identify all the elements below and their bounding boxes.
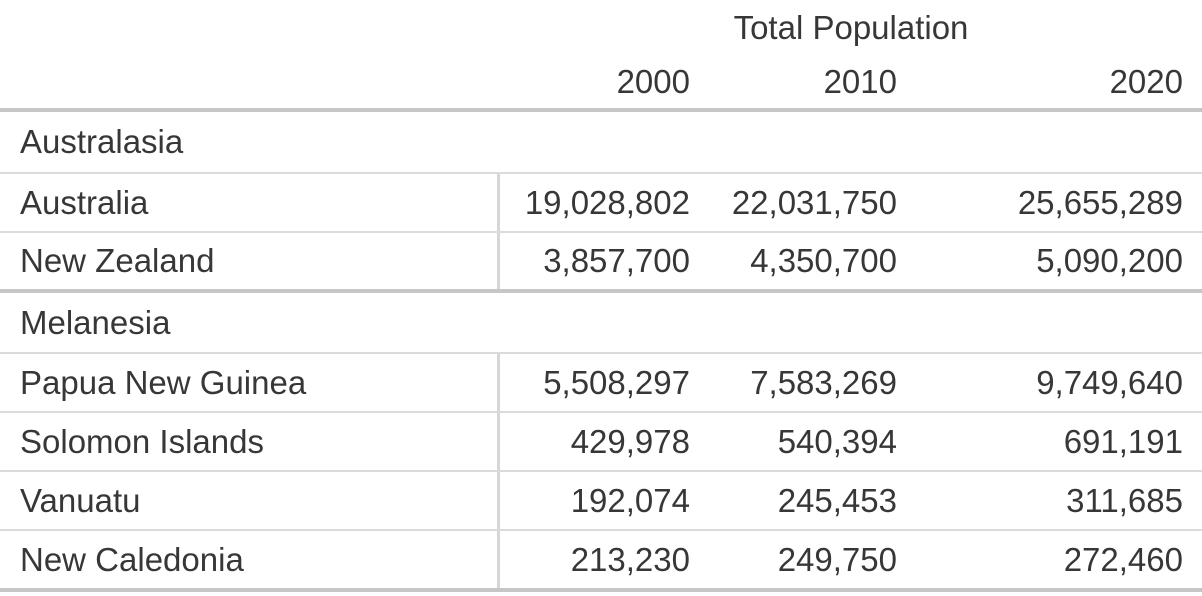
value-2020: 311,685: [1066, 481, 1183, 519]
column-header-2010: 2010: [823, 63, 897, 100]
value-2020: 9,749,640: [1036, 363, 1183, 401]
group-row-australasia: Australasia: [0, 108, 1202, 172]
table-row-new-caledonia: New Caledonia 213,230 249,750 272,460: [0, 529, 1202, 592]
value-2000: 429,978: [570, 422, 690, 460]
row-label: New Caledonia: [0, 531, 500, 588]
value-2000: 5,508,297: [543, 363, 690, 401]
table-row-australia: Australia 19,028,802 22,031,750 25,655,2…: [0, 172, 1202, 231]
table-row-vanuatu: Vanuatu 192,074 245,453 311,685: [0, 470, 1202, 529]
table-row-new-zealand: New Zealand 3,857,700 4,350,700 5,090,20…: [0, 231, 1202, 289]
group-label: Melanesia: [20, 303, 171, 341]
value-2020: 25,655,289: [1017, 183, 1183, 221]
value-2010: 4,350,700: [750, 242, 897, 279]
value-2000: 19,028,802: [524, 183, 690, 221]
value-2000: 213,230: [570, 540, 690, 578]
value-2010: 22,031,750: [731, 183, 897, 221]
value-2010: 245,453: [777, 481, 897, 519]
value-2020: 5,090,200: [1036, 242, 1183, 279]
value-2000: 3,857,700: [543, 242, 690, 279]
group-label: Australasia: [20, 123, 184, 160]
table-row-solomon-islands: Solomon Islands 429,978 540,394 691,191: [0, 411, 1202, 470]
table-row-papua-new-guinea: Papua New Guinea 5,508,297 7,583,269 9,7…: [0, 352, 1202, 411]
value-2010: 249,750: [777, 540, 897, 578]
column-header-2000: 2000: [616, 63, 690, 100]
value-2000: 192,074: [570, 481, 690, 519]
value-2010: 7,583,269: [750, 363, 897, 401]
row-label: Australia: [0, 174, 500, 231]
value-2020: 272,460: [1063, 540, 1183, 578]
row-label: New Zealand: [0, 233, 500, 289]
column-header-2020: 2020: [1109, 63, 1183, 100]
value-2010: 540,394: [777, 422, 897, 460]
group-row-melanesia: Melanesia: [0, 289, 1202, 352]
value-2020: 691,191: [1063, 422, 1183, 460]
table-header-years-row: 2000 2010 2020: [0, 56, 1202, 108]
row-label: Solomon Islands: [0, 413, 500, 470]
table-title: Total Population: [733, 9, 969, 46]
table-header-title-row: Total Population: [0, 0, 1202, 56]
row-label: Vanuatu: [0, 472, 500, 529]
row-label: Papua New Guinea: [0, 354, 500, 411]
